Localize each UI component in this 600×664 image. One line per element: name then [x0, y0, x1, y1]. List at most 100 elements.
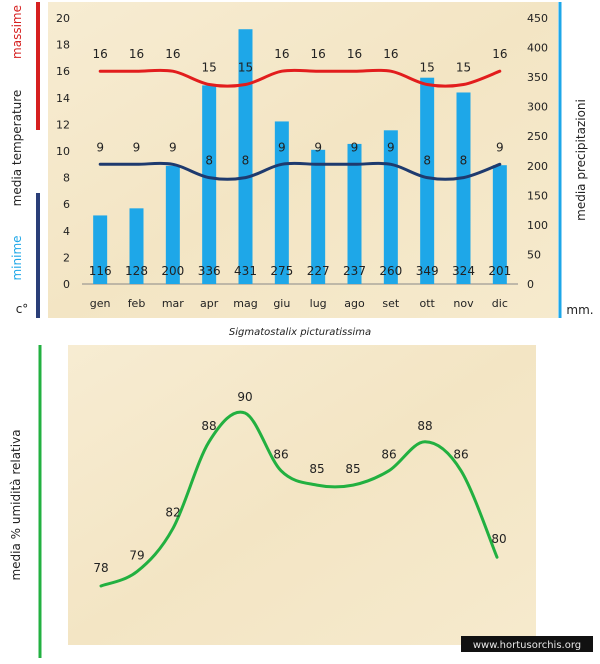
left-unit-label: c°: [16, 302, 29, 316]
right-unit-label: mm.: [566, 303, 593, 317]
humidity-line: [99, 410, 499, 588]
precipitation-value-label: 324: [452, 264, 475, 278]
left-tick-label: 16: [56, 65, 70, 78]
precipitation-bar: [456, 92, 471, 284]
humidity-value-label: 82: [165, 505, 180, 519]
max-temperature-label: 15: [202, 61, 217, 75]
max-temperature-label: 15: [456, 61, 471, 75]
min-temperature-label: 9: [96, 140, 104, 154]
x-tick-label: feb: [128, 297, 146, 310]
right-tick-label: 50: [527, 248, 541, 261]
precipitation-bar: [165, 165, 180, 284]
watermark-box: [461, 636, 593, 652]
temperature-precipitation-chart: 116 128 200 336 431 275 227 237 260 349 324 201 16 1…: [10, 2, 594, 338]
humidity-value-label: 88: [417, 419, 432, 433]
precipitation-value-label: 201: [488, 264, 511, 278]
max-temperature-label: 16: [93, 47, 108, 61]
x-tick-label: mag: [233, 297, 257, 310]
min-temperature-label: 9: [387, 140, 395, 154]
right-tick-label: 0: [527, 278, 534, 291]
max-temperature-label: 15: [238, 61, 253, 75]
max-temperature-label: 16: [165, 47, 180, 61]
min-temperature-label: 8: [460, 154, 468, 168]
precipitation-bar: [274, 121, 289, 284]
x-tick-label: mar: [162, 297, 184, 310]
precipitation-value-label: 116: [89, 264, 112, 278]
left-tick-label: 4: [63, 225, 70, 238]
right-tick-label: 450: [527, 12, 548, 25]
left-tick-label: 0: [63, 278, 70, 291]
max-temperature-label: 16: [383, 47, 398, 61]
humidity-value-label: 86: [381, 448, 396, 462]
precipitation-value-label: 260: [379, 264, 402, 278]
min-temperature-label: 9: [278, 140, 286, 154]
humidity-value-label: 88: [201, 419, 216, 433]
left-tick-label: 6: [63, 198, 70, 211]
precipitation-value-label: 275: [270, 264, 293, 278]
chart-title: Sigmatostalix picturatissima: [229, 327, 371, 338]
humidity-value-label: 80: [491, 532, 506, 546]
min-temperature-label: 9: [496, 140, 504, 154]
humidity-value-label: 90: [237, 390, 252, 404]
left-label-min: minime: [10, 235, 24, 280]
left-tick-label: 14: [56, 92, 70, 105]
x-tick-label: gen: [90, 297, 111, 310]
humidity-value-label: 78: [93, 561, 108, 575]
min-temperature-line: [98, 161, 502, 181]
humidity-value-label: 85: [345, 462, 360, 476]
humidity-value-label: 79: [129, 549, 144, 563]
min-temperature-label: 8: [205, 154, 213, 168]
x-tick-label: giu: [273, 297, 290, 310]
precipitation-bar: [311, 149, 326, 284]
bottom-chart-background: [68, 345, 536, 645]
watermark: www.hortusorchis.org: [473, 640, 581, 651]
precipitation-value-label: 200: [161, 264, 184, 278]
max-temperature-label: 16: [347, 47, 362, 61]
left-tick-label: 18: [56, 39, 70, 52]
right-tick-label: 100: [527, 219, 548, 232]
humidity-chart: media % umidità relativa 78 79 82 88 90 86 85 8…: [9, 345, 507, 658]
max-temperature-label: 16: [274, 47, 289, 61]
precipitation-value-label: 128: [125, 264, 148, 278]
precipitation-bar: [202, 85, 217, 285]
precipitation-bar: [383, 130, 398, 284]
precipitation-bar: [347, 143, 362, 284]
max-temperature-line: [98, 68, 502, 88]
left-tick-label: 10: [56, 145, 70, 158]
left-tick-label: 12: [56, 118, 70, 131]
precipitation-value-label: 237: [343, 264, 366, 278]
x-tick-label: nov: [453, 297, 474, 310]
min-temperature-label: 8: [242, 154, 250, 168]
left-label-max: massime: [10, 5, 24, 59]
precipitation-bar: [93, 215, 108, 284]
max-temperature-label: 16: [311, 47, 326, 61]
humidity-value-label: 86: [453, 448, 468, 462]
x-tick-label: ott: [419, 297, 435, 310]
precipitation-value-label: 349: [416, 264, 439, 278]
precipitation-bar: [420, 77, 435, 284]
left-tick-label: 20: [56, 12, 70, 25]
left-label-temperature: media temperature: [10, 90, 24, 207]
right-label-precipitation: media precipitazioni: [574, 99, 588, 221]
precipitation-value-label: 336: [198, 264, 221, 278]
right-tick-label: 300: [527, 101, 548, 114]
humidity-axis-label: media % umidità relativa: [9, 429, 23, 580]
precipitation-value-label: 227: [307, 264, 330, 278]
min-temperature-label: 9: [351, 140, 359, 154]
min-temperature-label: 9: [314, 140, 322, 154]
x-tick-label: set: [382, 297, 399, 310]
precipitation-bar: [129, 208, 144, 284]
right-tick-label: 250: [527, 130, 548, 143]
left-tick-label: 8: [63, 172, 70, 185]
right-tick-label: 200: [527, 160, 548, 173]
right-tick-label: 150: [527, 189, 548, 202]
max-temperature-label: 16: [129, 47, 144, 61]
max-temperature-label: 16: [492, 47, 507, 61]
right-tick-label: 400: [527, 42, 548, 55]
min-temperature-label: 8: [423, 154, 431, 168]
precipitation-bar: [492, 165, 507, 284]
max-temperature-label: 15: [420, 61, 435, 75]
humidity-value-label: 85: [309, 462, 324, 476]
